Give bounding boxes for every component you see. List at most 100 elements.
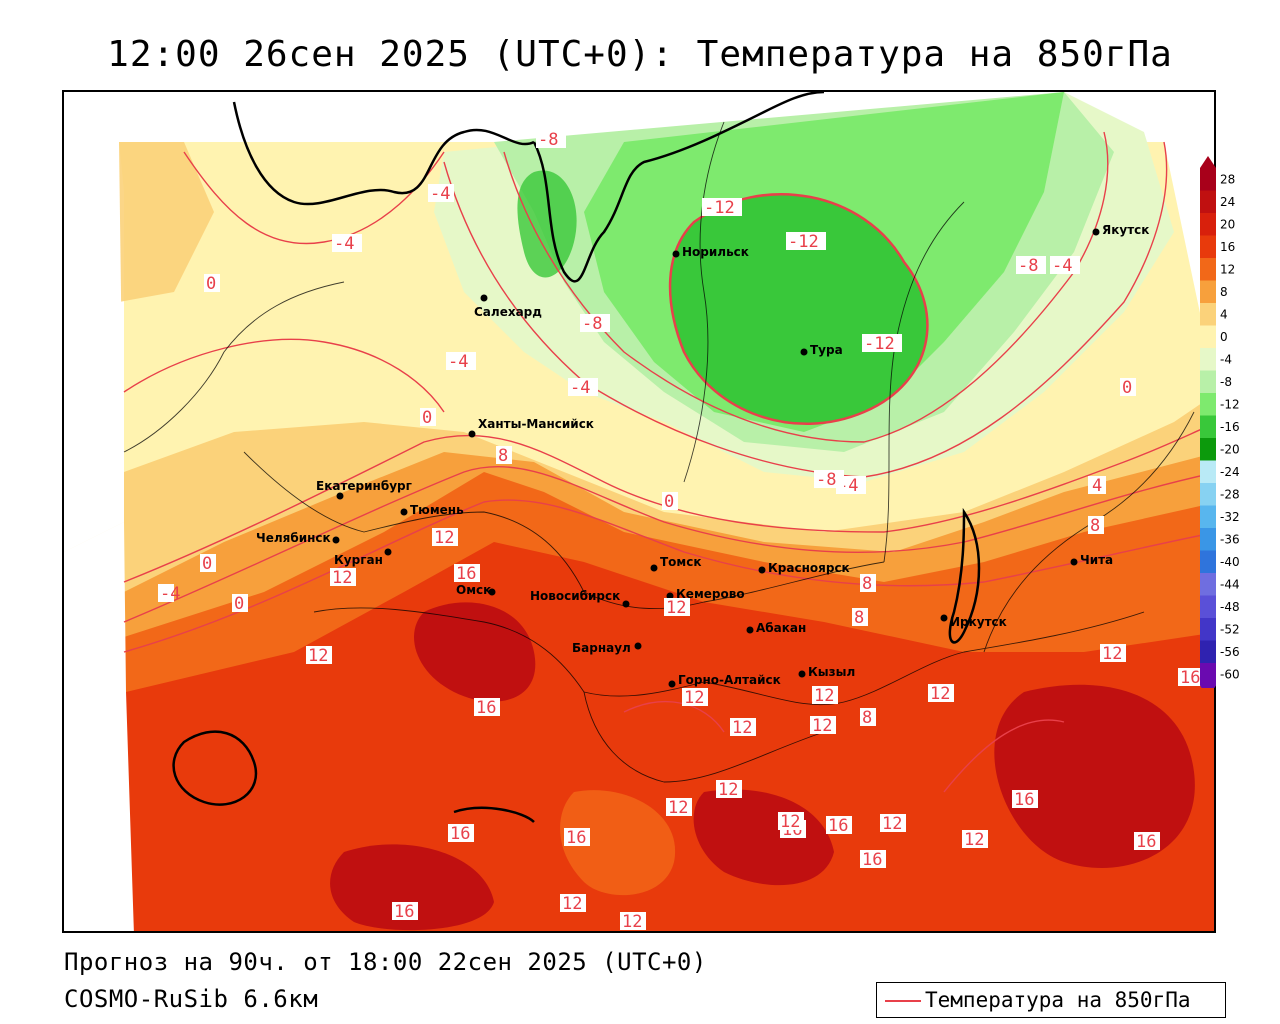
isotherm-label: 12 [664, 598, 690, 618]
scale-swatch [1200, 438, 1216, 461]
svg-text:4: 4 [1092, 476, 1102, 496]
city-yekaterinburg[interactable]: Екатеринбург [316, 479, 412, 500]
scale-swatch [1200, 663, 1216, 686]
isotherm-label: 12 [306, 646, 332, 666]
scale-arrow-bottom [1200, 685, 1216, 688]
svg-text:0: 0 [664, 492, 674, 512]
isotherm-label: -8 [580, 314, 610, 334]
svg-text:16: 16 [1014, 790, 1034, 810]
scale-swatch [1200, 573, 1216, 596]
city-chita[interactable]: Чита [1070, 553, 1114, 567]
city-omsk[interactable]: Омск [456, 583, 496, 597]
city-krasnoyarsk[interactable]: Красноярск [758, 561, 850, 575]
svg-text:12: 12 [732, 718, 752, 738]
city-khanty-mansiysk[interactable]: Ханты-Мансийск [468, 417, 594, 438]
scale-tick-label: 12 [1220, 262, 1235, 276]
scale-tick-label: -24 [1220, 465, 1240, 479]
scale-tick-label: 24 [1220, 195, 1235, 209]
svg-text:8: 8 [498, 446, 508, 466]
svg-text:Барнаул: Барнаул [572, 641, 631, 655]
svg-text:16: 16 [450, 824, 470, 844]
city-irkutsk[interactable]: Иркутск [940, 614, 1007, 630]
svg-text:12: 12 [668, 798, 688, 818]
svg-text:12: 12 [622, 912, 642, 932]
legend-box: Температура на 850гПа [876, 982, 1226, 1018]
isotherm-label: 12 [730, 718, 756, 738]
scale-swatch [1200, 640, 1216, 663]
svg-text:Ханты-Мансийск: Ханты-Мансийск [478, 417, 594, 431]
scale-swatch [1200, 505, 1216, 528]
isotherm-label: 12 [682, 688, 708, 708]
isotherm-label: 16 [860, 850, 886, 870]
scale-swatch [1200, 393, 1216, 416]
city-salekhard[interactable]: Салехард [474, 294, 542, 320]
city-chelyabinsk[interactable]: Челябинск [256, 531, 340, 545]
isotherm-label: 12 [1100, 644, 1126, 664]
svg-text:Абакан: Абакан [756, 621, 806, 635]
map-title: 12:00 26сен 2025 (UTC+0): Температура на… [107, 34, 1173, 75]
svg-text:12: 12 [930, 684, 950, 704]
svg-text:Якутск: Якутск [1102, 223, 1149, 237]
city-norilsk[interactable]: Норильск [672, 245, 749, 259]
svg-text:Иркутск: Иркутск [950, 615, 1007, 629]
city-tomsk[interactable]: Томск [650, 555, 702, 572]
svg-text:16: 16 [476, 698, 496, 718]
model-name: COSMO-RuSib 6.6км [64, 985, 319, 1013]
isotherm-label: 0 [204, 274, 220, 294]
city-kemerovo[interactable]: Кемерово [666, 587, 745, 601]
city-abakan[interactable]: Абакан [746, 621, 807, 635]
isotherm-label: 12 [560, 894, 586, 914]
map-area[interactable]: Якутск Норильск Салехард Тура Ханты-Манс… [62, 90, 1216, 933]
isotherm-label: 12 [810, 716, 836, 736]
scale-tick-label: 20 [1220, 217, 1235, 231]
svg-text:0: 0 [422, 408, 432, 428]
isotherm-label: 16 [1134, 832, 1160, 852]
isotherm-label: 16 [826, 816, 852, 836]
temperature-map: Якутск Норильск Салехард Тура Ханты-Манс… [64, 92, 1214, 932]
city-yakutsk[interactable]: Якутск [1092, 223, 1150, 237]
svg-text:Омск: Омск [456, 583, 491, 597]
isotherm-labels: -8 -4 -12 -12 -4 -8 -4 -8 -4 -4 -12 0 0 … [158, 130, 1204, 932]
svg-text:Горно-Алтайск: Горно-Алтайск [678, 673, 781, 687]
svg-text:Челябинск: Челябинск [256, 531, 331, 545]
svg-text:-8: -8 [582, 314, 602, 334]
isotherm-label: -4 [568, 378, 598, 398]
svg-text:12: 12 [308, 646, 328, 666]
isotherm-label: 12 [880, 814, 906, 834]
svg-text:0: 0 [234, 594, 244, 614]
svg-text:-12: -12 [704, 198, 735, 218]
forecast-info: Прогноз на 90ч. от 18:00 22сен 2025 (UTC… [64, 948, 707, 976]
svg-text:Кемерово: Кемерово [676, 587, 745, 601]
isotherm-label: -4 [428, 184, 454, 204]
city-tyumen[interactable]: Тюмень [400, 503, 465, 517]
city-novosibirsk[interactable]: Новосибирск [530, 589, 630, 608]
svg-text:12: 12 [718, 780, 738, 800]
city-barnaul[interactable]: Барнаул [572, 641, 642, 655]
scale-swatch [1200, 618, 1216, 641]
scale-tick-label: -60 [1220, 667, 1240, 681]
isotherm-label: -8 [814, 470, 844, 490]
svg-text:12: 12 [1102, 644, 1122, 664]
scale-tick-label: -52 [1220, 622, 1240, 636]
svg-text:12: 12 [812, 716, 832, 736]
scale-swatch [1200, 280, 1216, 303]
scale-arrow-top [1200, 156, 1216, 168]
legend-label: Температура на 850гПа [925, 988, 1191, 1012]
isotherm-label: 4 [1090, 476, 1106, 496]
svg-text:Кызыл: Кызыл [808, 665, 855, 679]
city-gorno-altaysk[interactable]: Горно-Алтайск [668, 673, 781, 688]
scale-swatch [1200, 168, 1216, 191]
scale-swatch [1200, 258, 1216, 281]
svg-text:-4: -4 [334, 234, 354, 254]
svg-text:-4: -4 [160, 584, 180, 604]
svg-text:12: 12 [332, 568, 352, 588]
svg-text:8: 8 [862, 708, 872, 728]
city-kyzyl[interactable]: Кызыл [798, 665, 856, 679]
svg-text:Норильск: Норильск [682, 245, 749, 259]
scale-swatch [1200, 550, 1216, 573]
city-kurgan[interactable]: Курган [334, 548, 392, 568]
svg-text:0: 0 [1122, 378, 1132, 398]
isotherm-label: 16 [392, 902, 418, 922]
city-tura[interactable]: Тура [800, 343, 843, 357]
svg-text:12: 12 [666, 598, 686, 618]
